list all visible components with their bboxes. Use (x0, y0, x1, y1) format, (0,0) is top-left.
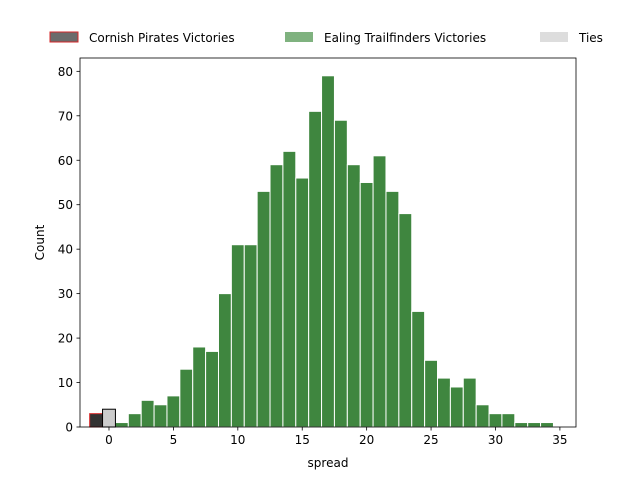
bar-1-18 (346, 164, 361, 428)
bar-1-33 (540, 422, 554, 428)
bar-1-17 (333, 119, 348, 428)
bar-2-0 (102, 408, 116, 428)
y-tick-label-4: 40 (58, 243, 73, 257)
bar-1-6 (192, 346, 207, 428)
bar-1-27 (462, 377, 477, 428)
bar-1-13 (282, 150, 297, 428)
bar-1-12 (269, 164, 284, 428)
y-axis-label: Count (33, 224, 47, 260)
x-tick-label-2: 10 (230, 433, 245, 447)
bar-1-11 (256, 190, 271, 428)
bar-1-14 (295, 177, 310, 428)
x-tick-label-0: 0 (105, 433, 113, 447)
bar-1-8 (217, 293, 232, 428)
x-tick-label-3: 15 (295, 433, 310, 447)
y-tick-label-1: 10 (58, 376, 73, 390)
bar-1-2 (140, 399, 155, 428)
bar-1-22 (398, 213, 413, 428)
bar-1-21 (385, 190, 400, 428)
legend-label-0: Cornish Pirates Victories (89, 31, 235, 45)
bar-1-5 (179, 368, 194, 428)
y-tick-label-8: 80 (58, 65, 73, 79)
legend-label-1: Ealing Trailfinders Victories (324, 31, 486, 45)
bar-1-31 (514, 422, 529, 428)
y-tick-label-6: 60 (58, 154, 73, 168)
bar-1-19 (359, 181, 374, 428)
x-axis-ticks: 0 5 10 15 20 25 30 35 (105, 427, 568, 447)
bar-1-4 (166, 395, 181, 428)
y-tick-label-2: 20 (58, 332, 73, 346)
legend-swatch-0 (49, 31, 79, 43)
bar-1-26 (449, 386, 464, 428)
plot-frame (79, 57, 577, 428)
legend-label-2: Ties (578, 31, 603, 45)
y-tick-label-3: 30 (58, 287, 73, 301)
bars (89, 75, 554, 428)
bar-1-32 (527, 422, 542, 428)
x-tick-label-5: 25 (423, 433, 438, 447)
bar-0-0 (89, 413, 104, 428)
x-tick-label-6: 30 (488, 433, 503, 447)
bar-1-25 (437, 377, 451, 428)
x-tick-label-4: 20 (359, 433, 374, 447)
bar-1-23 (411, 310, 426, 428)
bar-1-30 (501, 413, 516, 428)
bar-1-15 (308, 110, 323, 428)
bar-1-28 (475, 404, 490, 428)
legend: Cornish Pirates Victories Ealing Trailfin… (49, 31, 603, 45)
x-axis-label: spread (308, 456, 349, 470)
x-tick-label-1: 5 (170, 433, 178, 447)
bar-1-10 (243, 244, 258, 428)
legend-swatch-2 (540, 32, 568, 42)
y-tick-label-0: 0 (65, 421, 73, 435)
y-tick-label-7: 70 (58, 109, 73, 123)
bar-1-29 (488, 413, 503, 428)
bar-1-3 (153, 404, 168, 428)
y-axis-ticks: 0 10 20 30 40 50 60 70 80 (58, 65, 80, 435)
bar-1-1 (127, 413, 142, 428)
bar-1-16 (321, 75, 335, 428)
bar-1-24 (424, 359, 439, 428)
legend-swatch-1 (285, 32, 313, 42)
bar-1-0 (114, 422, 129, 428)
bar-1-7 (205, 350, 219, 428)
x-tick-label-7: 35 (552, 433, 567, 447)
y-tick-label-5: 50 (58, 198, 73, 212)
bar-1-20 (372, 155, 387, 428)
bar-1-9 (230, 244, 245, 428)
